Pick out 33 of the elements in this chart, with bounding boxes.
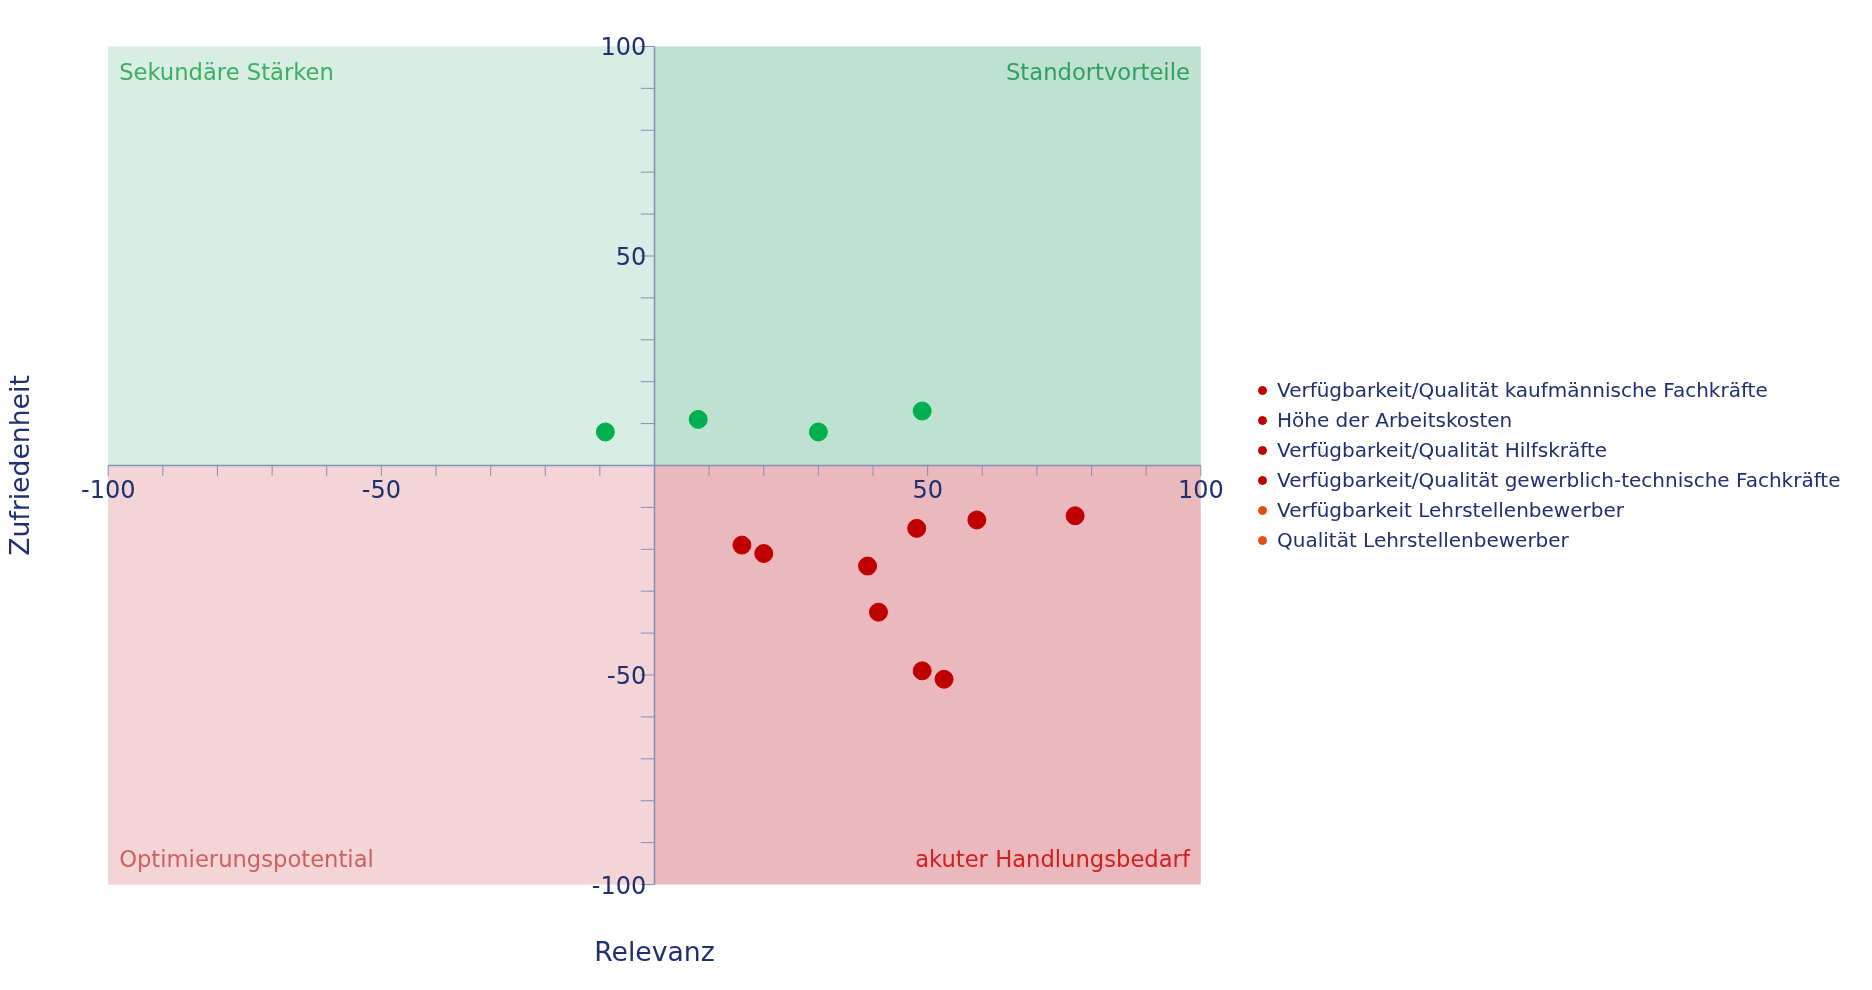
x-tick-label: -100	[80, 476, 136, 505]
legend-label: Qualität Lehrstellenbewerber	[1277, 528, 1569, 552]
y-axis-title: Zufriedenheit	[3, 375, 35, 556]
point	[934, 669, 954, 689]
point	[688, 409, 708, 429]
y-tick-label: -100	[591, 871, 647, 900]
legend-label: Verfügbarkeit/Qualität gewerblich-technische Fachkräfte	[1277, 468, 1841, 492]
legend-label: Höhe der Arbeitskosten	[1277, 408, 1513, 432]
legend-label: Verfügbarkeit/Qualität kaufmännische Fachkräfte	[1277, 378, 1768, 402]
point	[912, 401, 932, 421]
y-tick-label: -50	[607, 662, 647, 691]
x-tick-label: 50	[912, 476, 943, 505]
y-tick-label: 100	[600, 33, 647, 62]
point	[907, 518, 927, 538]
point	[858, 556, 878, 576]
point	[754, 544, 774, 563]
point	[868, 602, 888, 622]
annotation: Optimierungspotential	[119, 845, 374, 872]
point	[732, 535, 752, 555]
point	[912, 661, 932, 681]
annotation: akuter Handlungsbedarf	[915, 845, 1191, 872]
x-axis-title: Relevanz	[594, 935, 715, 967]
annotation: Sekundäre Stärken	[119, 59, 334, 86]
point	[1065, 506, 1085, 526]
point	[967, 510, 987, 530]
legend-label: Verfügbarkeit Lehrstellenbewerber	[1277, 498, 1624, 522]
x-tick-label: -50	[361, 476, 401, 505]
point	[595, 422, 615, 442]
x-tick-label: 100	[1177, 476, 1224, 505]
legend-label: Verfügbarkeit/Qualität Hilfskräfte	[1277, 438, 1608, 462]
y-tick-label: 50	[615, 242, 647, 271]
point	[808, 422, 828, 442]
annotation: Standortvorteile	[1005, 59, 1190, 86]
